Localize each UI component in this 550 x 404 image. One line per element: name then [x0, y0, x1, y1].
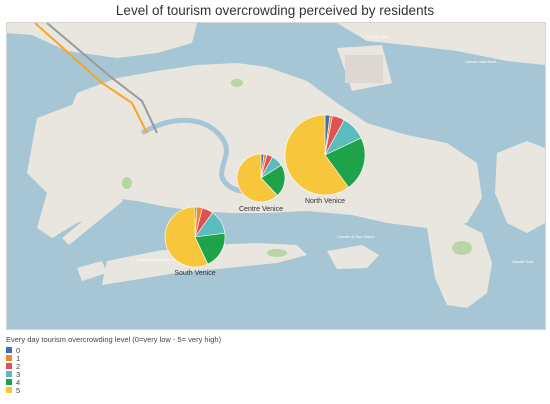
- pie-slice-centre-venice-level-4[interactable]: [260, 164, 286, 196]
- sant-elena: [427, 223, 492, 308]
- legend-swatch: [6, 387, 12, 393]
- pie-slice-centre-venice-level-5[interactable]: [236, 153, 278, 203]
- canal-label: Canale della Giudecca: [137, 257, 178, 262]
- pie-slice-south-venice-level-4[interactable]: [194, 232, 226, 265]
- legend: Every day tourism overcrowding level (0=…: [6, 335, 222, 395]
- chart-title: Level of tourism overcrowding perceived …: [115, 3, 435, 18]
- legend-item-1: 1: [6, 353, 221, 363]
- legend-item-3: 3: [6, 369, 221, 379]
- legend-label: 0: [16, 345, 21, 355]
- pie-slice-north-venice-level-4[interactable]: [324, 137, 366, 188]
- port-area: [27, 103, 125, 238]
- region-label-centre-venice: Centre Venice: [239, 206, 283, 213]
- legend-label: 3: [16, 369, 21, 379]
- legend-label: 1: [16, 353, 21, 363]
- bridge-road: [34, 23, 148, 134]
- legend-item-0: 0: [6, 345, 221, 355]
- legend-item-4: 4: [6, 377, 221, 387]
- east-island: [495, 141, 545, 233]
- main-island: [62, 63, 482, 228]
- railway-bridge: [46, 23, 158, 134]
- legend-label: 5: [16, 385, 21, 395]
- pier-2: [62, 193, 123, 245]
- canal-label: Canale di San Marco: [337, 234, 375, 239]
- legend-swatch: [6, 371, 12, 377]
- canal-label: Canale Sud: [512, 259, 533, 264]
- northeast-shore: [337, 23, 545, 65]
- pie-slice-south-venice-level-5[interactable]: [164, 206, 209, 268]
- legend-swatch: [6, 355, 12, 361]
- park-giudecca: [267, 249, 287, 257]
- canal-label: Canale Nord: [367, 34, 389, 39]
- canal-label: Canale Vela Nord: [465, 59, 496, 64]
- legend-item-5: 5: [6, 385, 221, 395]
- small-island-west: [77, 261, 107, 281]
- san-giorgio: [327, 245, 379, 269]
- region-label-south-venice: South Venice: [174, 270, 215, 277]
- park-north: [231, 79, 243, 87]
- pie-chart-layer: North Venice Centre Venice South Venice: [164, 114, 366, 277]
- legend-title: Every day tourism overcrowding level (0=…: [6, 335, 222, 344]
- cemetery-block: [345, 55, 383, 83]
- park-west: [122, 177, 132, 189]
- pie-slice-north-venice-level-5[interactable]: [284, 114, 349, 196]
- northern-mainland: [7, 23, 197, 58]
- legend-label: 4: [16, 377, 21, 387]
- legend-swatch: [6, 347, 12, 353]
- legend-label: 2: [16, 361, 21, 371]
- map[interactable]: Canale della Giudecca Canale di San Marc…: [6, 22, 546, 330]
- park-east: [452, 241, 472, 255]
- legend-swatch: [6, 379, 12, 385]
- region-label-north-venice: North Venice: [305, 198, 345, 205]
- legend-item-2: 2: [6, 361, 221, 371]
- legend-swatch: [6, 363, 12, 369]
- pier-1: [47, 183, 103, 237]
